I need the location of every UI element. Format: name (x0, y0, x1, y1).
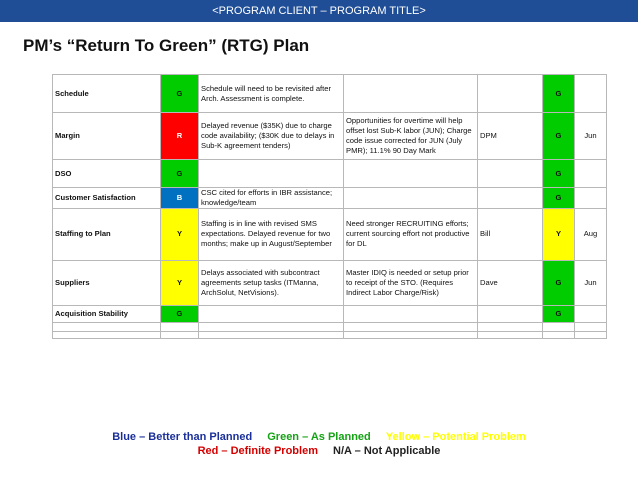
metric-cell: Customer Satisfaction (52, 187, 161, 209)
owner-cell: Dave (477, 259, 543, 306)
rtg-status-cell: G (542, 112, 575, 160)
owner-cell (477, 159, 543, 188)
legend-red: Red – Definite Problem (197, 445, 318, 457)
metric-cell: DSO (52, 159, 161, 188)
empty-cell (343, 330, 478, 339)
empty-cell (574, 330, 607, 339)
status-cell: Y (160, 259, 199, 306)
issue-cell (198, 159, 344, 188)
action-cell (343, 187, 478, 209)
page-title: PM’s “Return To Green” (RTG) Plan (23, 36, 310, 55)
owner-cell: Bill (477, 207, 543, 261)
metric-cell: Margin (52, 112, 161, 160)
legend-blue: Blue – Better than Planned (112, 431, 253, 443)
rtg-status-cell: G (542, 74, 575, 113)
status-cell: B (160, 187, 199, 209)
issue-cell: Delays associated with subcontract agree… (198, 259, 344, 306)
status-cell: G (160, 304, 199, 323)
table-row: Schedule G Schedule will need to be revisi… (52, 74, 607, 113)
status-cell: R (160, 112, 199, 160)
table-row: Suppliers Y Delays associated with subcont… (52, 259, 607, 306)
status-cell: G (160, 159, 199, 188)
empty-row (52, 321, 607, 332)
issue-cell: Schedule will need to be revisited after… (198, 74, 344, 113)
issue-cell (198, 304, 344, 323)
legend-green: Green – As Planned (267, 431, 371, 443)
legend-line-2: Red – Definite Problem N/A – Not Applica… (0, 445, 638, 457)
owner-cell (477, 304, 543, 323)
empty-cell (477, 321, 543, 332)
owner-cell (477, 187, 543, 209)
rtg-status-cell: Y (542, 207, 575, 261)
empty-cell (542, 321, 575, 332)
legend-na: N/A – Not Applicable (333, 445, 441, 457)
date-cell: Jun (574, 112, 607, 160)
date-cell (574, 187, 607, 209)
owner-cell: DPM (477, 112, 543, 160)
empty-cell (198, 321, 344, 332)
status-cell: Y (160, 207, 199, 261)
owner-cell (477, 74, 543, 113)
empty-cell (574, 321, 607, 332)
date-cell (574, 159, 607, 188)
legend-line-1: Blue – Better than Planned Green – As Pl… (0, 431, 638, 443)
action-cell (343, 74, 478, 113)
issue-cell: Staffing is in line with revised SMS exp… (198, 207, 344, 261)
date-cell: Jun (574, 259, 607, 306)
metric-cell: Acquisition Stability (52, 304, 161, 323)
action-cell: Need stronger RECRUITING efforts; curren… (343, 207, 478, 261)
program-banner: <PROGRAM CLIENT – PROGRAM TITLE> (0, 0, 638, 22)
table-row: Acquisition Stability G G (52, 304, 607, 323)
table-row: Margin R Delayed revenue ($35K) due to cha… (52, 112, 607, 160)
empty-cell (343, 321, 478, 332)
empty-row (52, 330, 607, 339)
date-cell (574, 74, 607, 113)
rtg-status-cell: G (542, 187, 575, 209)
empty-cell (160, 330, 199, 339)
action-cell: Master IDIQ is needed or setup prior to … (343, 259, 478, 306)
empty-cell (160, 321, 199, 332)
table-row: DSO G G (52, 159, 607, 188)
action-cell (343, 159, 478, 188)
empty-cell (198, 330, 344, 339)
table-row: Staffing to Plan Y Staffing is in line wit… (52, 207, 607, 261)
rtg-status-cell: G (542, 259, 575, 306)
rtg-table: Schedule G Schedule will need to be revisi… (52, 74, 607, 339)
rtg-status-cell: G (542, 159, 575, 188)
empty-cell (52, 330, 161, 339)
action-cell: Opportunities for overtime will help off… (343, 112, 478, 160)
metric-cell: Staffing to Plan (52, 207, 161, 261)
date-cell: Aug (574, 207, 607, 261)
legend-yellow: Yellow – Potential Problem (385, 431, 526, 443)
table-row: Customer Satisfaction B CSC cited for effo… (52, 187, 607, 209)
issue-cell: Delayed revenue ($35K) due to charge cod… (198, 112, 344, 160)
issue-cell: CSC cited for efforts in IBR assistance;… (198, 187, 344, 209)
date-cell (574, 304, 607, 323)
empty-cell (542, 330, 575, 339)
empty-cell (52, 321, 161, 332)
metric-cell: Schedule (52, 74, 161, 113)
metric-cell: Suppliers (52, 259, 161, 306)
status-cell: G (160, 74, 199, 113)
action-cell (343, 304, 478, 323)
rtg-status-cell: G (542, 304, 575, 323)
empty-cell (477, 330, 543, 339)
